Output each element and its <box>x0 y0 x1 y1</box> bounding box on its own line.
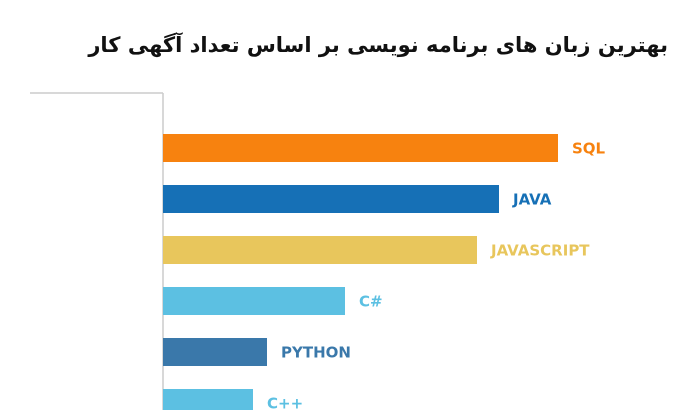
bar-label: C++ <box>267 395 303 410</box>
bar-label: PYTHON <box>281 344 351 362</box>
bar <box>163 338 267 366</box>
bar <box>163 236 477 264</box>
bar <box>163 287 345 315</box>
bar-label: JAVASCRIPT <box>490 242 590 260</box>
bar-label: JAVA <box>512 191 552 209</box>
chart-title: بهترین زبان های برنامه نویسی بر اساس تعد… <box>87 32 668 57</box>
bar <box>163 134 558 162</box>
bar-label: C# <box>359 293 383 311</box>
bar <box>163 389 253 410</box>
bar <box>163 185 499 213</box>
bar-label: SQL <box>572 140 606 158</box>
